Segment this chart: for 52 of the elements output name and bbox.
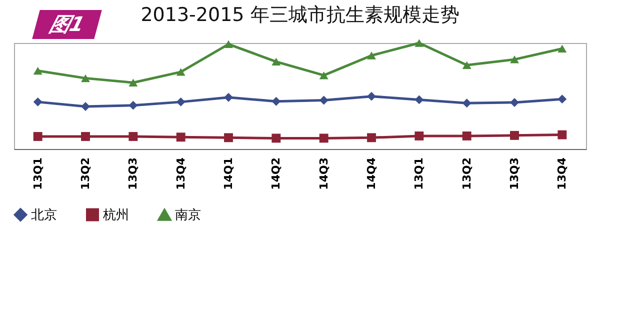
- point: [224, 40, 233, 48]
- point: [33, 132, 42, 141]
- x-tick-label: 14Q4: [365, 157, 378, 190]
- point: [558, 44, 567, 52]
- legend-label: 南京: [175, 208, 201, 224]
- point: [558, 94, 567, 104]
- point: [176, 132, 186, 142]
- point: [224, 133, 233, 142]
- point: [367, 133, 376, 142]
- point: [272, 58, 281, 66]
- point: [367, 92, 376, 101]
- point: [33, 66, 42, 75]
- x-tick-label: 13Q4: [174, 157, 188, 190]
- x-tick-label: 13Q4: [556, 157, 569, 190]
- point: [176, 97, 186, 106]
- x-tick-label: 13Q2: [460, 158, 474, 190]
- legend-label: 北京: [31, 208, 57, 223]
- point: [81, 74, 90, 82]
- x-tick-label: 13Q1: [412, 158, 426, 190]
- point: [414, 39, 424, 47]
- point: [510, 56, 519, 64]
- point: [462, 131, 472, 140]
- point: [224, 92, 233, 102]
- point: [81, 102, 90, 111]
- point: [558, 130, 567, 140]
- caption: 图1: [32, 10, 102, 39]
- point: [319, 96, 328, 105]
- point: [33, 97, 42, 106]
- point: [272, 134, 281, 143]
- point: [510, 98, 519, 107]
- legend-label: 杭州: [102, 208, 129, 223]
- point: [81, 132, 90, 141]
- point: [414, 131, 424, 140]
- x-tick-label: 13Q2: [79, 158, 92, 190]
- point: [414, 95, 424, 104]
- x-tick-label: 13Q3: [126, 158, 140, 190]
- x-tick-label: 14Q1: [222, 158, 235, 190]
- x-tick-label: 13Q3: [508, 158, 521, 190]
- x-tick-label: 14Q3: [317, 158, 330, 190]
- x-tick-label: 14Q2: [270, 158, 283, 190]
- point: [319, 134, 328, 143]
- point: [510, 130, 519, 140]
- point: [319, 71, 328, 80]
- point: [128, 78, 138, 87]
- point: [462, 61, 472, 70]
- point: [462, 98, 472, 108]
- point: [128, 132, 138, 141]
- point: [128, 100, 138, 110]
- point: [367, 52, 376, 60]
- chart-title: 2013-2015 年三城市抗生素规模走势: [140, 4, 460, 26]
- x-tick-label: 13Q1: [31, 158, 44, 190]
- point: [176, 68, 186, 76]
